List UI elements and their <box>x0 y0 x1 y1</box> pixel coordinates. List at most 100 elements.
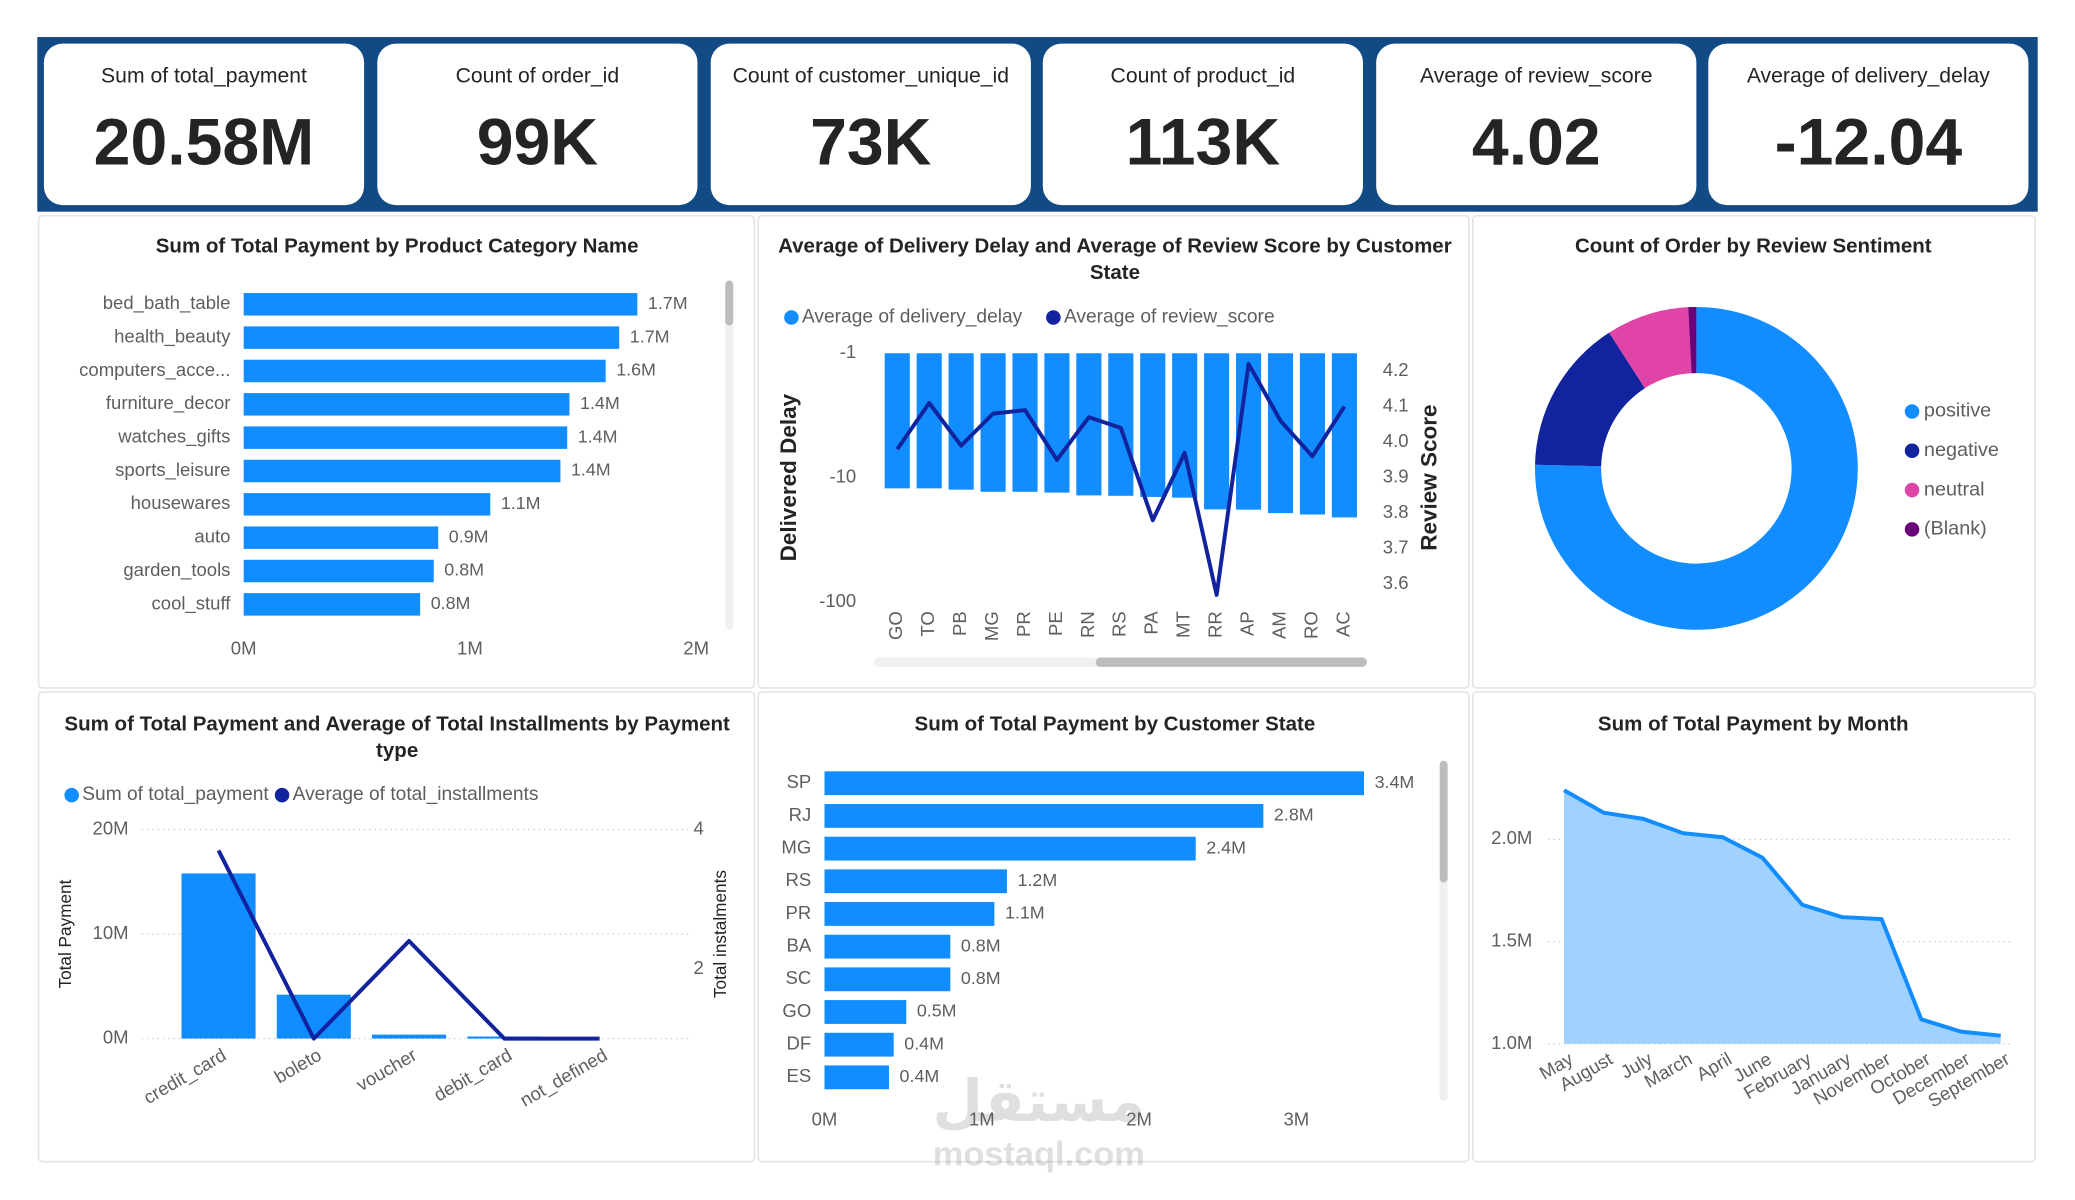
x-tick-label: 1M <box>969 1109 995 1130</box>
value-label: 0.8M <box>444 560 484 580</box>
value-label: 2.8M <box>1274 805 1314 825</box>
legend-swatch <box>1904 482 1920 498</box>
bar <box>916 353 942 489</box>
category-label: cool_stuff <box>152 592 232 614</box>
bar <box>276 994 351 1039</box>
category-label: PE <box>1045 611 1066 636</box>
y2-axis-title: Review Score <box>1416 405 1441 551</box>
bar <box>1204 353 1230 510</box>
chart-title: Sum of Total Payment by Product Category… <box>155 235 639 258</box>
category-label: AM <box>1268 611 1289 639</box>
watermark: مستقل <box>932 1067 1145 1135</box>
x-tick-label: 0M <box>812 1109 838 1130</box>
bar <box>243 593 421 616</box>
title-box: Sum of Total Payment by Customer State <box>914 713 1316 736</box>
x-tick-label: 2M <box>683 638 709 659</box>
category-label: SP <box>787 771 812 792</box>
chart-title: Sum of Total Payment by Customer State <box>914 713 1316 736</box>
category-label: RN <box>1077 611 1098 638</box>
bar <box>243 493 491 516</box>
category-label: watches_gifts <box>117 426 230 448</box>
category-label: GO <box>782 1000 811 1021</box>
bar <box>1172 353 1198 498</box>
bar <box>243 326 620 349</box>
category-label: BA <box>787 935 812 956</box>
y2-tick-label: 2 <box>694 957 704 978</box>
category-label: sports_leisure <box>115 459 230 481</box>
bar <box>243 393 570 416</box>
kpi-label: Sum of total_payment <box>101 64 307 87</box>
donut-slice <box>1688 306 1697 374</box>
bar <box>1044 353 1070 493</box>
kpi-card <box>1708 43 2029 206</box>
category-label: RO <box>1300 611 1321 639</box>
bar <box>243 459 561 483</box>
category-label: GO <box>885 611 906 640</box>
kpi-label: Average of delivery_delay <box>1747 64 1990 87</box>
category-label: MG <box>781 836 811 857</box>
value-label: 1.4M <box>571 460 611 480</box>
bar <box>243 426 568 449</box>
y-axis-title: Total Payment <box>55 879 75 988</box>
category-label: garden_tools <box>123 559 230 581</box>
category-label: PA <box>1141 611 1162 635</box>
title-box: Average of Delivery Delay and Average of… <box>778 236 1452 285</box>
value-label: 1.2M <box>1018 870 1058 890</box>
legend-swatch <box>1904 404 1920 419</box>
kpi-label: Average of review_score <box>1420 64 1652 87</box>
bar <box>1076 353 1102 496</box>
category-label: MG <box>981 611 1002 641</box>
category-label: AP <box>1236 611 1257 636</box>
donut-slice <box>1609 307 1692 389</box>
chart-title: Sum of Total Payment and Average of Tota… <box>64 713 730 763</box>
category-label: MT <box>1173 611 1194 638</box>
bar <box>824 1000 907 1024</box>
value-label: 1.7M <box>648 293 688 313</box>
legend-swatch <box>1904 443 1920 459</box>
category-label: RS <box>786 869 812 890</box>
kpi-value: 99K <box>477 105 599 179</box>
value-label: 0.4M <box>900 1066 940 1086</box>
line <box>895 361 1347 597</box>
y-tick-label: 1.5M <box>1491 929 1532 950</box>
x-tick-label: 3M <box>1284 1109 1310 1130</box>
legend-label: Average of total_installments <box>293 784 539 805</box>
bar <box>243 293 638 316</box>
y2-tick-label: 3.8 <box>1383 501 1409 522</box>
chart-title: Sum of Total Payment by Month <box>1597 713 1909 736</box>
y-tick-label: -100 <box>819 590 856 611</box>
category-label: PR <box>1013 611 1034 637</box>
y2-tick-label: 3.6 <box>1383 572 1409 593</box>
panel <box>37 691 756 1163</box>
category-label: SC <box>786 967 812 988</box>
value-label: 2.4M <box>1206 837 1246 857</box>
bar <box>824 804 1264 828</box>
bar <box>1299 353 1326 515</box>
scrollbar <box>725 280 734 630</box>
value-label: 3.4M <box>1375 772 1415 792</box>
value-label: 1.4M <box>580 393 620 413</box>
y2-tick-label: 4 <box>694 817 704 838</box>
legend-swatch <box>1904 522 1920 537</box>
legend-label: negative <box>1924 439 1999 461</box>
legend-label: (Blank) <box>1924 518 1987 540</box>
value-label: 0.9M <box>449 526 489 546</box>
value-label: 1.4M <box>578 426 618 446</box>
legend-swatch <box>1046 310 1061 325</box>
x-tick-label: 1M <box>457 638 483 659</box>
value-label: 0.8M <box>961 935 1001 955</box>
bar <box>824 934 951 959</box>
bar <box>824 869 1007 894</box>
title-box: Sum of Total Payment by Product Category… <box>155 235 639 258</box>
kpi-card <box>43 43 365 206</box>
category-label: bed_bath_table <box>103 292 231 314</box>
y-tick-label: 2.0M <box>1491 827 1532 848</box>
value-label: 0.8M <box>961 968 1001 988</box>
bar <box>243 526 439 549</box>
bar <box>884 353 910 489</box>
bar <box>824 836 1196 861</box>
value-label: 1.7M <box>630 326 670 346</box>
y2-tick-label: 4.2 <box>1383 359 1409 380</box>
chart-title: Count of Order by Review Sentiment <box>1574 235 1932 258</box>
x-tick-label: 0M <box>231 638 257 659</box>
